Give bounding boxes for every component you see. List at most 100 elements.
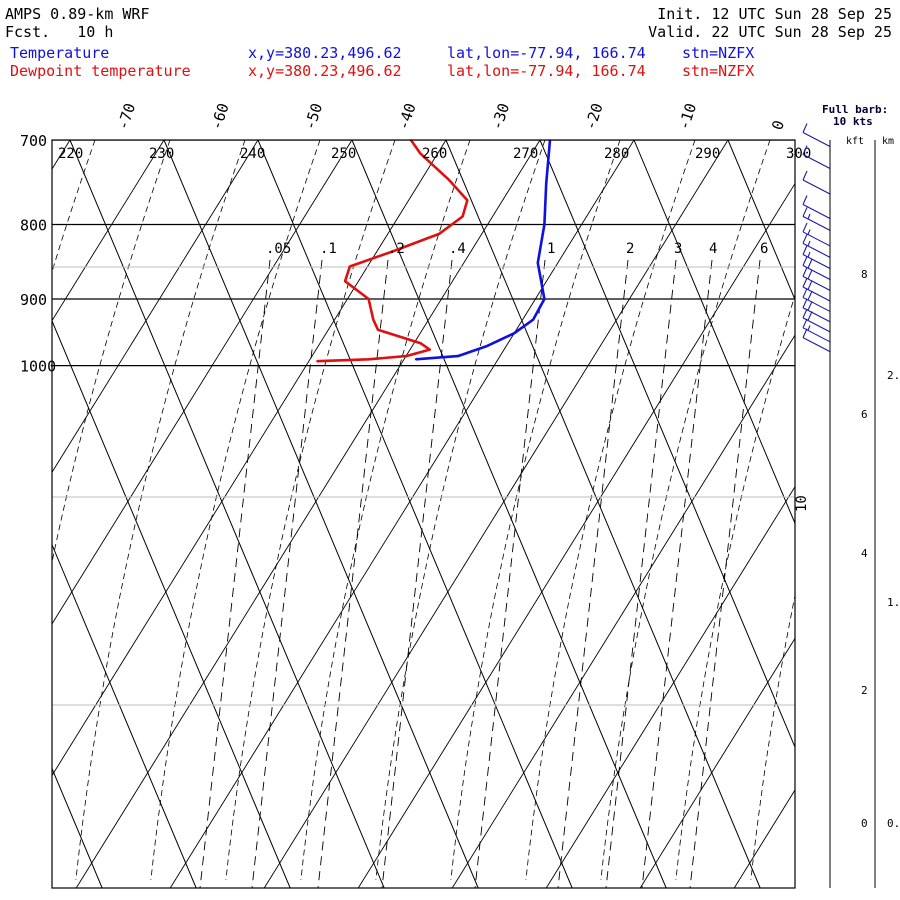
mixing-ratio-label: 2 — [626, 241, 634, 257]
mixing-ratio-line — [641, 259, 713, 888]
wind-barb — [802, 195, 831, 220]
wind-barb-flag — [807, 269, 813, 280]
wind-barb — [802, 123, 831, 147]
dewpoint-point — [461, 215, 464, 218]
dewpoint-point — [466, 199, 469, 202]
dewpoint-point — [419, 342, 422, 344]
moist-adiabat-line — [525, 140, 696, 881]
vertical-annotation: 10 — [794, 495, 810, 512]
dewpoint-point — [367, 358, 370, 361]
dry-adiabat-line — [52, 140, 353, 625]
temperature-point — [513, 332, 516, 335]
dry-adiabat-line — [545, 485, 795, 888]
dewpoint-point — [316, 360, 318, 363]
wind-barb-staff — [802, 307, 831, 323]
mixing-ratio-label: .4 — [449, 241, 466, 257]
temperature-point — [537, 262, 539, 264]
theta-label: 280 — [604, 146, 629, 162]
wind-barb-flag — [802, 318, 808, 329]
theta-label: 290 — [695, 146, 720, 162]
isotherm-line — [52, 767, 103, 888]
isotherm-line — [539, 140, 795, 749]
wind-barb-staff — [802, 286, 831, 302]
wind-barb-half — [807, 213, 811, 220]
wind-barb-flag — [802, 308, 808, 319]
moist-adiabat-line — [750, 593, 795, 881]
isotherm-label: -50 — [301, 101, 326, 132]
moist-adiabat-line — [375, 140, 546, 881]
mixing-ratio-line — [689, 259, 761, 888]
wind-barb — [802, 277, 831, 302]
km-tick-label: 1. — [887, 596, 900, 609]
wind-barb-flag — [802, 170, 808, 181]
wind-barb-staff — [802, 254, 831, 270]
wind-barb — [802, 170, 831, 195]
dewpoint-point — [428, 348, 431, 351]
wind-barb-staff — [802, 275, 831, 291]
dry-adiabat-line — [52, 140, 71, 170]
pressure-label-900: 900 — [20, 291, 47, 309]
dewpoint-point — [349, 265, 351, 268]
mixing-ratio-label: .1 — [320, 241, 337, 257]
wind-barb-half — [807, 325, 811, 331]
kft-label: kft — [846, 136, 864, 147]
wind-barb — [802, 234, 831, 258]
mixing-ratio-label: 3 — [674, 241, 682, 257]
moist-adiabat-line — [75, 140, 246, 881]
dry-adiabat-line — [639, 637, 795, 888]
wind-barb — [802, 267, 831, 291]
wind-barb-staff — [802, 337, 831, 353]
barb-legend-line1: Full barb: — [822, 103, 888, 116]
wind-barb-half — [807, 251, 811, 258]
temperature-point — [485, 345, 487, 348]
wind-barb — [802, 328, 831, 353]
wind-barb-flag — [802, 277, 808, 288]
wind-barb-flag — [802, 328, 808, 338]
moist-adiabat-line — [600, 140, 771, 881]
moist-adiabat-line — [225, 140, 396, 881]
moist-adiabat-line — [0, 140, 20, 880]
moist-adiabat-line — [150, 140, 321, 881]
model-title: AMPS 0.89-km WRF — [5, 5, 150, 23]
wind-barb-half — [807, 229, 811, 235]
pressure-label-700: 700 — [20, 132, 47, 150]
isotherm-line — [52, 319, 291, 888]
wind-barb-flag — [807, 280, 813, 290]
wind-barb-flag — [807, 311, 813, 321]
wind-barb — [802, 298, 831, 323]
mixing-ratio-line — [381, 259, 453, 888]
wind-barb-flag — [802, 245, 808, 255]
dew-xy: x,y=380.23,496.62 — [248, 62, 402, 80]
wind-barb-staff — [802, 215, 831, 231]
wind-barb-flag — [802, 207, 808, 217]
wind-barb-staff — [802, 204, 831, 220]
wind-barb-flag — [802, 222, 808, 233]
wind-barb-flag — [807, 258, 813, 269]
dewpoint-point — [405, 355, 408, 357]
temperature-point — [543, 223, 546, 226]
km-label: km — [882, 136, 894, 147]
wind-barb — [802, 207, 831, 231]
dewpoint-point — [419, 152, 422, 155]
mixing-ratio-label: 4 — [709, 241, 717, 257]
isotherm-label: 0 — [768, 118, 788, 132]
mixing-ratio-line — [251, 259, 323, 888]
wind-barb-flag — [802, 288, 808, 298]
wind-barb — [802, 245, 831, 270]
wind-barb-staff — [802, 154, 831, 170]
moist-adiabat-line — [450, 140, 621, 881]
temp-xy: x,y=380.23,496.62 — [248, 44, 402, 62]
isotherm-line — [727, 140, 795, 301]
isotherm-line — [257, 140, 573, 888]
temperature-point — [545, 182, 547, 185]
mixing-ratio-line — [199, 259, 271, 888]
valid-time: Valid. 22 UTC Sun 28 Sep 25 — [648, 23, 892, 41]
wind-barb-flag — [802, 195, 808, 205]
wind-barb — [802, 256, 831, 281]
dry-adiabat-line — [263, 140, 729, 888]
isotherm-label: -40 — [394, 101, 419, 132]
kft-tick-label: 8 — [861, 268, 868, 281]
mixing-ratio-line — [474, 259, 546, 888]
wind-barb-staff — [802, 231, 831, 247]
mixing-ratio-label: .2 — [388, 241, 405, 257]
